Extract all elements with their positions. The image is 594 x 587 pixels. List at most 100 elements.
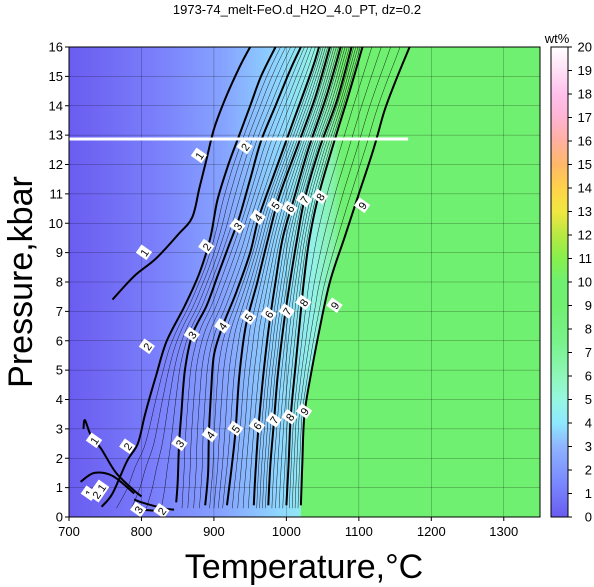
colorbar-tick-label: 17 bbox=[578, 110, 592, 125]
contour-label: 2 bbox=[236, 138, 253, 155]
contour-label-bg bbox=[213, 317, 231, 334]
y-tick-label: 14 bbox=[49, 98, 63, 113]
contour-label-text: 8 bbox=[284, 412, 297, 424]
contour-label-text: 2 bbox=[141, 341, 154, 353]
contour-label-text: 9 bbox=[329, 300, 342, 312]
contour-line-8 bbox=[285, 47, 364, 506]
colorbar-tick-label: 3 bbox=[585, 439, 592, 454]
contour-label: 5 bbox=[266, 197, 284, 214]
contour-label-bg bbox=[229, 218, 246, 234]
x-tick-label: 700 bbox=[58, 524, 80, 539]
y-tick-label: 2 bbox=[56, 451, 63, 466]
minor-contour bbox=[131, 47, 286, 509]
contour-label-bg bbox=[240, 309, 257, 325]
contour-label-text: 5 bbox=[270, 200, 283, 212]
y-tick-label: 11 bbox=[50, 186, 64, 201]
contour-label-bg bbox=[92, 479, 110, 496]
contour-label-bg bbox=[260, 306, 277, 322]
contour-label-bg bbox=[87, 486, 105, 503]
y-tick-label: 4 bbox=[56, 392, 63, 407]
y-tick-label: 8 bbox=[56, 275, 63, 290]
contour-label-bg bbox=[153, 502, 170, 517]
minor-contour bbox=[262, 47, 348, 509]
x-tick-label: 1000 bbox=[272, 524, 301, 539]
contour-label-text: 7 bbox=[268, 415, 281, 427]
contour-label-text: 2 bbox=[201, 241, 214, 253]
contour-label-text: 7 bbox=[281, 306, 294, 318]
contour-line-3 bbox=[175, 47, 302, 503]
colorbar-tick-label: 12 bbox=[578, 228, 592, 243]
contour-label: 1 bbox=[190, 147, 208, 164]
minor-contour bbox=[187, 47, 309, 509]
contour-label-bg bbox=[311, 188, 329, 205]
colorbar-tick-label: 14 bbox=[578, 181, 592, 196]
minor-contour bbox=[248, 47, 339, 509]
contour-label: 9 bbox=[326, 297, 343, 314]
x-tick-label: 900 bbox=[203, 524, 225, 539]
colorbar-tick-label: 10 bbox=[578, 275, 592, 290]
colorbar-tick-label: 11 bbox=[579, 251, 593, 266]
colorbar-tick-label: 7 bbox=[585, 345, 592, 360]
x-tick-label: 1300 bbox=[489, 524, 518, 539]
contour-line-2 bbox=[100, 47, 277, 508]
contour-label: 9 bbox=[353, 197, 371, 214]
y-tick-label: 6 bbox=[56, 333, 63, 348]
contour-label-text: 4 bbox=[204, 429, 217, 441]
contour-label-text: 8 bbox=[298, 297, 311, 309]
contour-label-bg bbox=[295, 403, 313, 419]
x-tick-label: 1200 bbox=[417, 524, 446, 539]
colorbar-tick-label: 15 bbox=[578, 157, 592, 172]
contour-label-bg bbox=[135, 244, 153, 261]
minor-contour bbox=[209, 47, 322, 509]
contour-label: 8 bbox=[311, 188, 329, 205]
contour-labels: 111112222223333444555666777888999 bbox=[80, 138, 371, 517]
contour-label-bg bbox=[249, 209, 266, 225]
contour-label-bg bbox=[129, 501, 147, 517]
contour-line-1 bbox=[111, 47, 252, 301]
contour-label-text: 1 bbox=[89, 435, 102, 447]
contour-label-text: 1 bbox=[194, 150, 207, 162]
minor-contour bbox=[242, 47, 337, 509]
contour-label-text: 2 bbox=[91, 490, 104, 502]
contour-label-bg bbox=[138, 338, 156, 355]
contour-label-text: 8 bbox=[315, 191, 328, 203]
minor-contour bbox=[294, 47, 391, 509]
colorbar-tick-label: 6 bbox=[585, 369, 592, 384]
contour-label: 3 bbox=[183, 326, 200, 343]
colorbar-tick-label: 1 bbox=[585, 486, 592, 501]
colorbar-tick-label: 2 bbox=[585, 463, 592, 478]
contour-label: 4 bbox=[249, 209, 266, 225]
contour-line-2 bbox=[133, 498, 175, 511]
contour-label: 6 bbox=[281, 200, 298, 217]
x-axis-ticks: 700 800 900 1000 1100 1200 1300 bbox=[58, 517, 518, 539]
contour-label-bg bbox=[266, 197, 284, 214]
contour-label-text: 6 bbox=[284, 203, 297, 215]
contour-label: 2 bbox=[87, 486, 105, 503]
contour-label-bg bbox=[227, 420, 244, 437]
contour-label: 4 bbox=[213, 317, 231, 334]
contour-label-bg bbox=[248, 417, 266, 434]
contour-label-text: 1 bbox=[96, 482, 109, 494]
minor-contour bbox=[278, 47, 359, 509]
contour-label: 3 bbox=[171, 435, 188, 452]
contour-label: 1 bbox=[135, 244, 153, 261]
contour-label-bg bbox=[353, 197, 371, 214]
colorbar-tick-label: 5 bbox=[585, 392, 592, 407]
minor-contour bbox=[193, 47, 312, 509]
y-tick-label: 16 bbox=[49, 40, 63, 55]
y-tick-label: 3 bbox=[56, 421, 63, 436]
contour-label-bg bbox=[278, 303, 295, 319]
contour-label-bg bbox=[85, 432, 103, 449]
contour-label-text: 2 bbox=[239, 142, 252, 154]
minor-contour bbox=[265, 47, 350, 509]
contour-line-7 bbox=[267, 47, 353, 506]
contour-label-text: 3 bbox=[232, 221, 245, 233]
y-tick-label: 13 bbox=[49, 128, 63, 143]
minor-contour bbox=[237, 47, 335, 509]
plot-area: 111112222223333444555666777888999 bbox=[69, 47, 540, 517]
colorbar-gradient bbox=[550, 46, 569, 518]
minor-contour bbox=[297, 47, 401, 509]
